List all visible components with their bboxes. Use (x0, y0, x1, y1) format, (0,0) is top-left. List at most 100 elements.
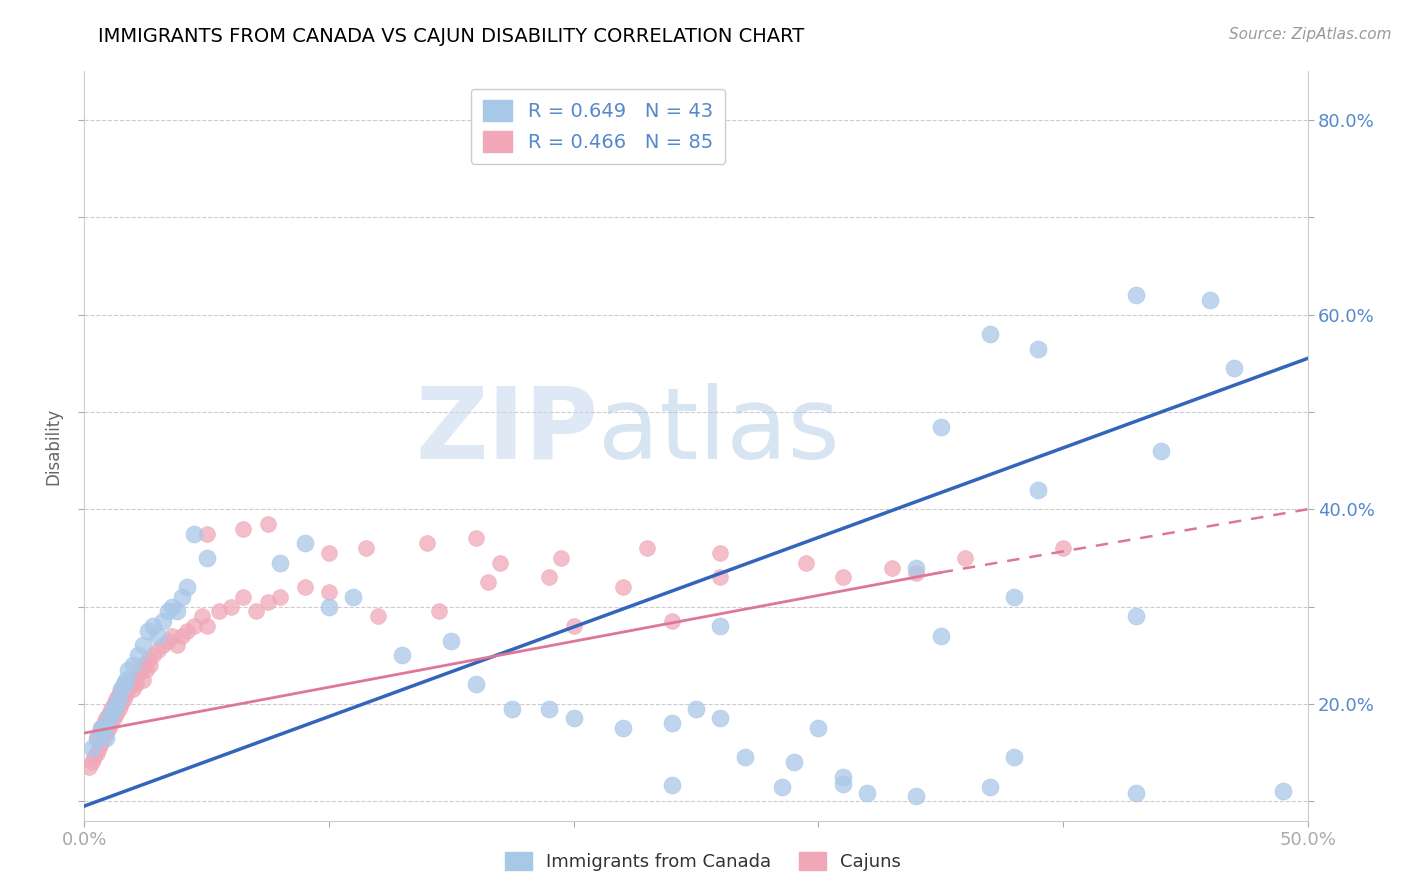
Point (538, 570, 561, 584)
Point (86, 731, 108, 745)
Text: atlas: atlas (598, 383, 839, 480)
Point (219, 599, 242, 614)
Point (1272, 784, 1295, 798)
Point (103, 711, 125, 725)
Point (80, 756, 103, 770)
Point (136, 653, 159, 667)
Point (232, 522, 254, 536)
Legend: R = 0.649   N = 43, R = 0.466   N = 85: R = 0.649 N = 43, R = 0.466 N = 85 (471, 88, 724, 164)
Point (770, 780, 793, 794)
Point (110, 682, 132, 697)
Text: ZIP: ZIP (415, 383, 598, 480)
Point (127, 667, 149, 681)
Point (709, 570, 731, 584)
Point (1150, 443, 1173, 458)
Point (427, 604, 450, 618)
Point (105, 697, 128, 711)
Point (195, 550, 218, 565)
Point (367, 609, 389, 624)
Point (191, 609, 214, 624)
Point (107, 692, 129, 706)
Point (162, 629, 184, 643)
Point (661, 614, 683, 628)
Point (1002, 590, 1025, 604)
Point (90, 721, 112, 735)
Point (1052, 541, 1074, 556)
Point (489, 556, 512, 570)
Point (100, 706, 122, 721)
Point (142, 619, 165, 633)
Point (1125, 786, 1147, 800)
Point (93, 721, 115, 735)
Point (953, 550, 976, 565)
Point (342, 590, 364, 604)
Y-axis label: Disability: Disability (45, 408, 63, 484)
Point (661, 716, 683, 731)
Point (112, 677, 135, 691)
Point (80, 740, 103, 755)
Point (156, 604, 179, 618)
Point (929, 419, 952, 434)
Point (115, 687, 138, 701)
Point (136, 624, 159, 638)
Point (127, 648, 149, 663)
Point (152, 614, 174, 628)
Point (538, 702, 561, 716)
Point (183, 619, 205, 633)
Point (856, 786, 879, 800)
Point (87, 740, 110, 755)
Point (294, 536, 316, 550)
Point (831, 770, 853, 784)
Point (115, 673, 138, 687)
Point (232, 590, 254, 604)
Point (110, 697, 132, 711)
Point (86, 746, 108, 760)
Point (709, 546, 731, 560)
Point (96, 726, 118, 740)
Point (354, 541, 377, 556)
Point (93, 716, 115, 731)
Point (117, 663, 139, 677)
Point (146, 643, 169, 657)
Point (709, 619, 731, 633)
Point (129, 663, 152, 677)
Point (103, 697, 125, 711)
Point (96, 731, 118, 745)
Point (90, 736, 112, 750)
Point (905, 789, 928, 804)
Point (979, 327, 1001, 342)
Point (612, 721, 634, 735)
Point (83, 750, 105, 764)
Point (90, 721, 112, 735)
Point (97, 706, 120, 721)
Point (132, 639, 155, 653)
Point (77, 760, 100, 774)
Point (135, 663, 157, 677)
Point (709, 711, 731, 725)
Point (1028, 342, 1050, 356)
Point (269, 556, 291, 570)
Point (269, 590, 291, 604)
Point (929, 629, 952, 643)
Point (734, 750, 756, 764)
Point (685, 702, 707, 716)
Point (477, 575, 499, 590)
Point (105, 692, 128, 706)
Point (132, 657, 155, 672)
Point (440, 633, 463, 648)
Point (152, 639, 174, 653)
Point (794, 556, 817, 570)
Point (195, 526, 218, 541)
Point (122, 657, 145, 672)
Point (391, 648, 413, 663)
Point (294, 580, 316, 594)
Point (464, 677, 486, 691)
Point (142, 648, 165, 663)
Point (132, 673, 155, 687)
Point (176, 624, 198, 638)
Point (172, 590, 194, 604)
Point (166, 604, 188, 618)
Point (612, 580, 634, 594)
Point (139, 657, 162, 672)
Point (96, 711, 118, 725)
